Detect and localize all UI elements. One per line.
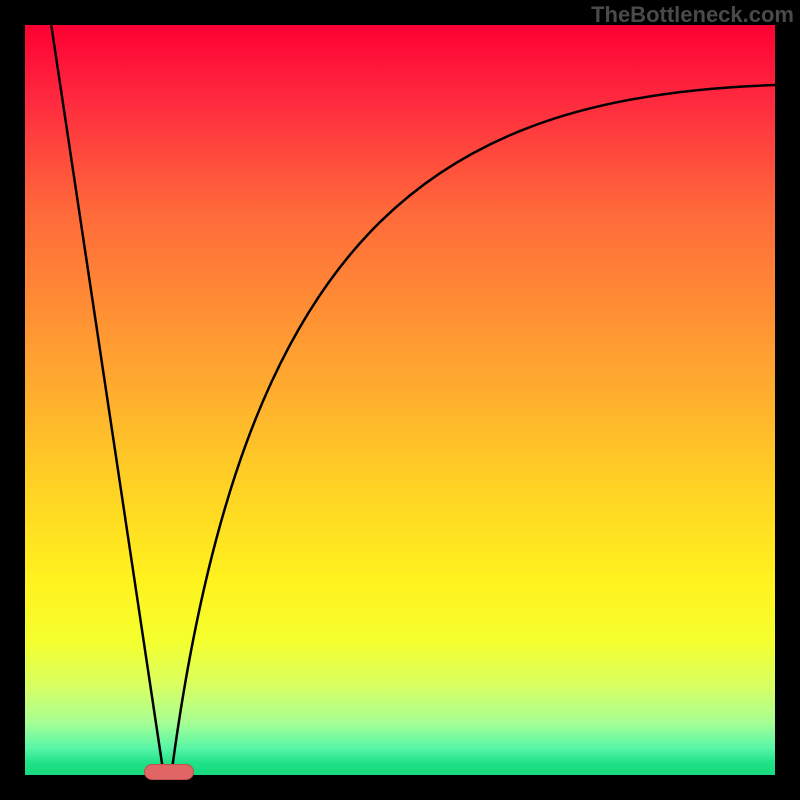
chart-container: TheBottleneck.com [0, 0, 800, 800]
plot-area [25, 25, 775, 775]
watermark-label: TheBottleneck.com [591, 2, 794, 28]
min-marker [144, 764, 194, 780]
bottleneck-curve [51, 25, 775, 775]
curve-layer [25, 25, 775, 775]
